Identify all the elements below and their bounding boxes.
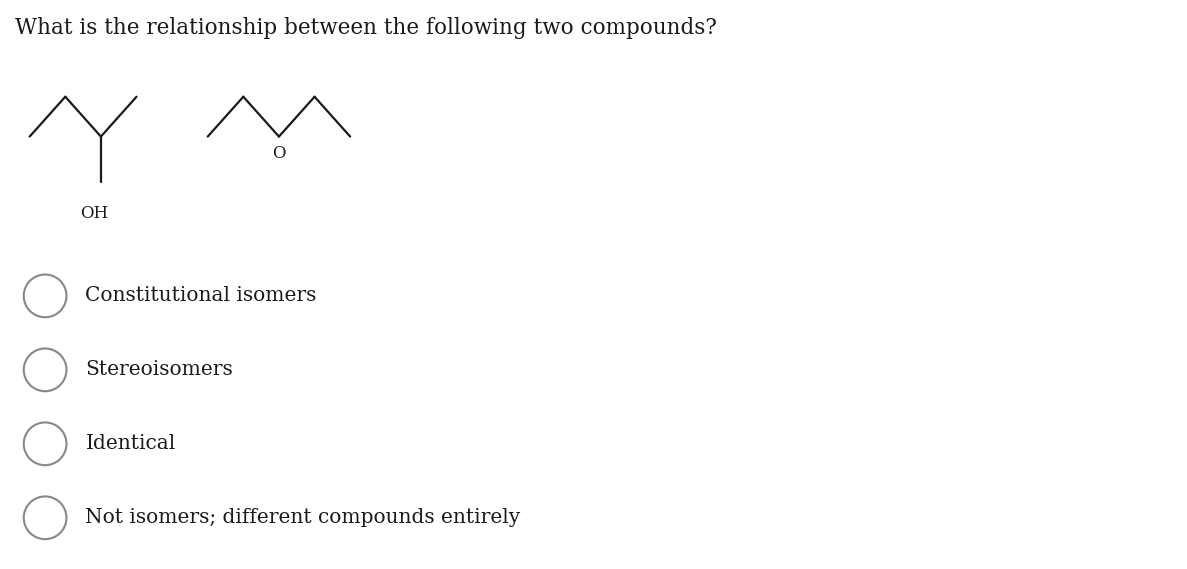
Text: OH: OH [80,205,108,222]
Text: Constitutional isomers: Constitutional isomers [85,286,317,306]
Text: What is the relationship between the following two compounds?: What is the relationship between the fol… [15,17,717,39]
Text: Identical: Identical [85,434,176,453]
Text: O: O [272,145,286,162]
Text: Not isomers; different compounds entirely: Not isomers; different compounds entirel… [85,508,521,527]
Text: Stereoisomers: Stereoisomers [85,360,233,380]
